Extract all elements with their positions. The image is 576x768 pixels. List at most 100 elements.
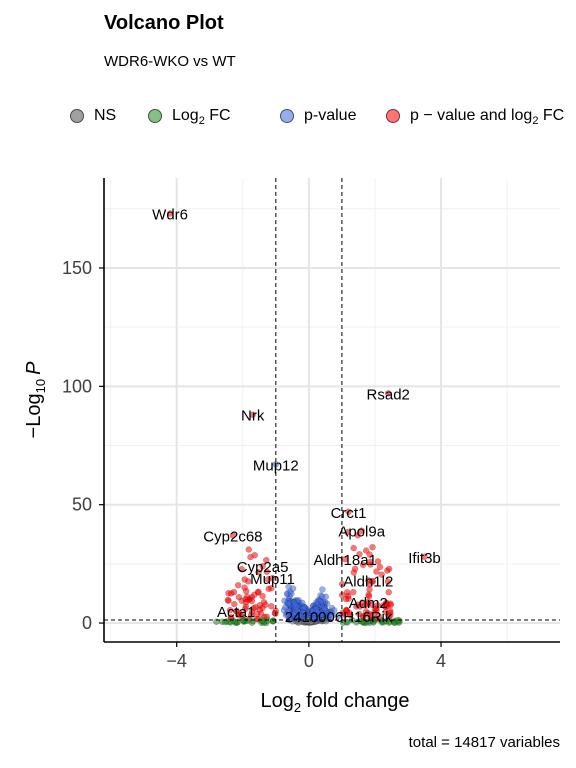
point-label: Cyp2a5: [237, 559, 289, 576]
data-point: [243, 593, 251, 600]
data-point: [374, 558, 382, 565]
y-tick-label: 50: [72, 495, 92, 515]
data-point: [166, 210, 174, 217]
data-point: [373, 568, 380, 575]
chart-subtitle: WDR6-WKO vs WT: [104, 53, 236, 70]
point-label: Crct1: [331, 505, 367, 522]
y-tick-label: 0: [82, 613, 92, 633]
data-point: [320, 617, 327, 624]
legend-label-p: p-value: [304, 107, 357, 124]
caption: total = 14817 variables: [408, 734, 560, 751]
data-point: [382, 609, 389, 616]
data-point: [369, 544, 376, 551]
data-point: [313, 599, 320, 606]
data-point: [384, 578, 392, 585]
data-point: [238, 566, 245, 573]
legend-label-ns: NS: [94, 107, 117, 124]
data-point: [386, 565, 393, 573]
data-point: [262, 601, 269, 608]
data-point: [259, 563, 266, 570]
points: [166, 210, 428, 627]
data-point: [234, 582, 242, 589]
y-axis-label-main: P: [23, 361, 45, 375]
legend-swatch-ns: [70, 109, 84, 123]
x-axis-label-main: fold change: [306, 690, 409, 712]
data-point: [224, 596, 232, 604]
data-point: [378, 571, 385, 578]
data-point: [358, 527, 365, 534]
data-point: [259, 592, 266, 600]
data-point: [255, 589, 262, 596]
data-point: [230, 617, 237, 625]
data-point: [350, 544, 357, 552]
data-point: [268, 603, 275, 610]
point-label: Nrk: [241, 408, 265, 425]
data-point: [245, 546, 253, 553]
point-label: 2410006H16Rik: [285, 609, 393, 626]
data-point: [318, 593, 326, 600]
data-point: [354, 532, 361, 539]
grid: [104, 178, 560, 642]
data-point: [269, 617, 276, 625]
legend-label-fc: Log2 FC: [172, 107, 231, 127]
point-label: Rsad2: [367, 386, 410, 403]
x-tick-label: −4: [166, 651, 187, 671]
data-point: [235, 593, 243, 601]
data-point: [244, 578, 252, 585]
data-point: [366, 551, 373, 558]
data-point: [326, 611, 333, 618]
data-point: [356, 551, 363, 558]
data-point: [367, 558, 374, 565]
x-axis-label: Log2 fold change: [260, 690, 409, 715]
axes: −4 0 4 0 50 100 150: [62, 178, 560, 671]
data-point: [350, 589, 357, 596]
point-label: Wdr6: [152, 207, 188, 224]
data-point: [227, 590, 235, 597]
point-labels: Wdr6 Rsad2 Nrk Mup12 Crct1 Apol9a Cyp2c68 Ifit3…: [152, 207, 441, 627]
data-point: [319, 586, 326, 593]
point-label: Cyp2c68: [203, 529, 262, 546]
data-point: [301, 610, 308, 617]
data-point: [385, 589, 392, 596]
point-label: Mup11: [250, 571, 295, 588]
point-label: Aldh1l2: [343, 573, 393, 590]
point-label: Aldh18a1: [313, 552, 376, 569]
data-point: [363, 547, 370, 554]
data-point: [385, 390, 392, 397]
y-axis-label: −Log10 P: [23, 361, 48, 439]
data-point: [364, 610, 372, 617]
data-point: [282, 604, 289, 611]
data-point: [247, 553, 254, 561]
data-point: [365, 577, 372, 584]
legend-swatch-p: [280, 109, 294, 123]
data-point: [376, 563, 384, 571]
legend-swatch-fc: [148, 109, 162, 123]
x-tick-label: 4: [436, 651, 446, 671]
data-point: [281, 597, 288, 604]
data-point: [320, 605, 328, 613]
data-point: [351, 565, 359, 572]
legend-label-fc-tail: FC: [204, 107, 231, 124]
x-tick-label: 0: [304, 651, 314, 671]
data-point: [365, 591, 372, 598]
data-point: [268, 585, 275, 592]
x-axis-label-sub: 2: [294, 700, 301, 715]
data-point: [226, 606, 234, 614]
legend-label-fcp-tail: FC: [538, 107, 565, 124]
data-point: [344, 529, 351, 536]
data-point: [365, 598, 372, 605]
y-tick-label: 150: [62, 258, 92, 278]
data-point: [345, 595, 352, 602]
data-point: [317, 609, 324, 617]
data-point: [291, 601, 299, 608]
data-point: [421, 553, 428, 560]
data-point: [253, 610, 261, 618]
data-point: [263, 568, 271, 575]
data-point: [343, 589, 351, 596]
cutoff-lines: [104, 178, 560, 642]
legend-label-fcp-sub: 2: [532, 115, 539, 128]
data-point: [359, 561, 367, 569]
y-axis-label-prefix: −Log: [23, 393, 45, 438]
data-point: [229, 532, 237, 539]
data-point: [249, 617, 257, 625]
